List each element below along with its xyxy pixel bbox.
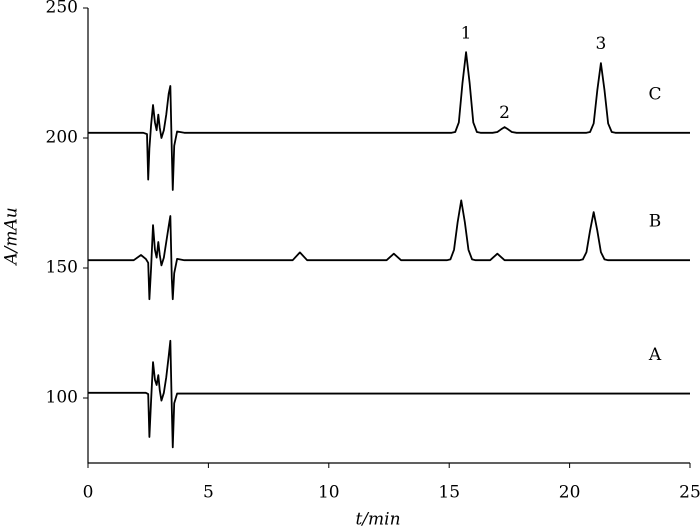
x-tick-label: 20 — [559, 483, 581, 503]
x-tick-label: 15 — [438, 483, 460, 503]
trace-label: B — [649, 212, 662, 232]
x-tick-label: 5 — [203, 483, 214, 503]
trace-label: A — [648, 345, 662, 365]
trace — [88, 51, 690, 191]
trace — [88, 339, 690, 449]
trace-label: C — [648, 84, 661, 104]
peak-label: 1 — [461, 24, 472, 44]
x-tick-label: 0 — [83, 483, 94, 503]
peak-label: 2 — [499, 103, 510, 123]
x-tick-label: 25 — [679, 483, 700, 503]
y-tick-label: 200 — [46, 128, 78, 148]
x-tick-label: 10 — [318, 483, 340, 503]
y-tick-label: 100 — [46, 388, 78, 408]
peak-label: 3 — [595, 34, 606, 54]
y-axis-label: A/mAu — [2, 207, 22, 266]
y-tick-label: 150 — [46, 258, 78, 278]
y-tick-label: 250 — [46, 0, 78, 18]
trace — [88, 199, 690, 301]
x-axis-label: t/min — [355, 510, 400, 530]
